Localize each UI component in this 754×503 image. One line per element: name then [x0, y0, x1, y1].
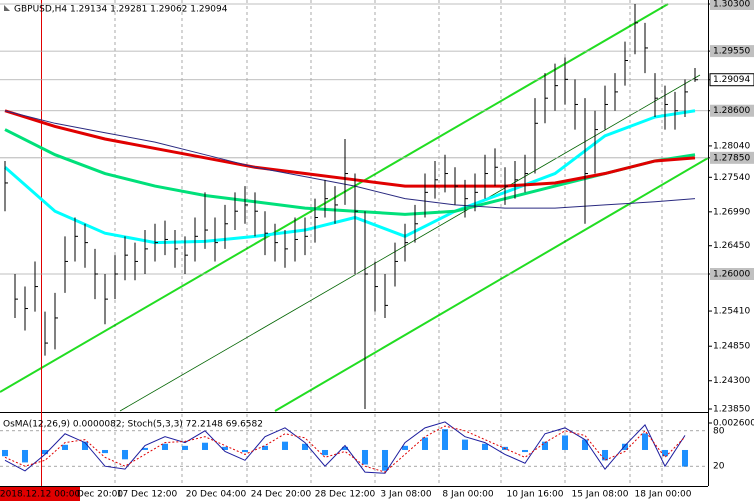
osma-bar — [102, 449, 108, 454]
y2-tick-label: 80 — [713, 426, 725, 436]
y-tick-label: 0.0026001 — [713, 418, 754, 428]
osma-bar — [402, 445, 408, 450]
osma-bar — [662, 449, 668, 457]
osma-bar — [422, 437, 428, 450]
x-tick-label: 20 Dec 04:00 — [186, 490, 247, 500]
osma-bar — [42, 449, 48, 455]
x-tick-label: 2018.12.12 00:00 — [0, 490, 80, 500]
osma-bar — [642, 433, 648, 450]
price-tag — [710, 45, 754, 58]
y-tick-label: 1.28040 — [713, 141, 750, 151]
y-tick-label: 1.27850 — [713, 153, 750, 163]
x-tick-label: 24 Dec 20:00 — [251, 490, 312, 500]
osma-bar — [382, 449, 388, 471]
osma-bar — [222, 446, 228, 450]
stoch-line — [4, 421, 686, 474]
y-tick-label: 1.25410 — [713, 307, 750, 317]
price-tag — [709, 73, 754, 87]
price-tag — [710, 0, 754, 10]
osma-bar — [62, 444, 68, 450]
x-tick-label: 18 Jan 00:00 — [635, 490, 692, 500]
x-tick-label: 15 Jan 08:00 — [572, 490, 629, 500]
y-tick-label: 1.24850 — [713, 342, 750, 352]
osma-bar — [462, 439, 468, 450]
osma-bar — [162, 443, 168, 450]
osma-bar — [122, 449, 128, 460]
price-tag — [710, 151, 754, 164]
osma-bar — [242, 449, 248, 453]
osma-bar — [362, 449, 368, 465]
x-tick-label: Dec 20:00 — [77, 490, 123, 500]
y-tick-label: 1.26450 — [713, 241, 750, 251]
osma-bar — [182, 445, 188, 450]
osma-bar — [602, 449, 608, 461]
oscillator-title: OsMA(12,26,9) 0.0000082; Stoch(5,3,3) 72… — [3, 420, 263, 430]
date-label-box — [0, 487, 80, 501]
osma-bar — [2, 449, 8, 457]
x-tick-label: 28 Dec 12:00 — [315, 490, 376, 500]
price-tag — [710, 104, 754, 117]
trend-line — [119, 74, 701, 412]
osma-bar — [142, 447, 148, 450]
y2-tick-label: 20 — [713, 462, 725, 472]
osma-bar — [342, 446, 348, 450]
y-tick-label: 1.27540 — [713, 173, 750, 183]
osma-bar — [202, 442, 208, 450]
y-tick-label: 1.29550 — [713, 47, 750, 57]
osma-bar — [682, 449, 688, 467]
osma-bar — [282, 441, 288, 450]
y-tick-label: 1.26000 — [713, 270, 750, 280]
y-tick-label: 1.29094 — [713, 75, 750, 85]
osma-bar — [482, 443, 488, 450]
x-tick-label: 10 Jan 16:00 — [507, 490, 564, 500]
x-tick-label: 8 Jan 00:00 — [442, 490, 494, 500]
osma-bar — [522, 449, 528, 453]
osma-bar — [82, 441, 88, 450]
y-tick-label: 1.28600 — [713, 106, 750, 116]
osma-bar — [562, 435, 568, 450]
osma-bar — [582, 439, 588, 450]
y-tick-label: 1.23850 — [713, 405, 750, 415]
osma-bar — [262, 445, 268, 450]
channel-upper — [0, 3, 669, 393]
y-tick-label: 1.30300 — [713, 0, 750, 10]
osma-bar — [622, 443, 628, 450]
x-tick-label: 3 Jan 08:00 — [380, 490, 432, 500]
y-tick-label: 1.26990 — [713, 207, 750, 217]
osma-bar — [22, 449, 28, 463]
osma-bar — [542, 441, 548, 450]
osma-bar — [322, 449, 328, 456]
price-tag — [710, 268, 754, 280]
y-tick-label: 1.24300 — [713, 376, 750, 386]
osma-bar — [442, 429, 448, 450]
chart-title: GBPUSD,H4 1.29134 1.29281 1.29062 1.2909… — [14, 5, 228, 15]
symbol-icon — [4, 5, 10, 11]
channel-lower — [274, 157, 709, 412]
x-tick-label: 17 Dec 12:00 — [117, 490, 178, 500]
osma-bar — [302, 443, 308, 450]
